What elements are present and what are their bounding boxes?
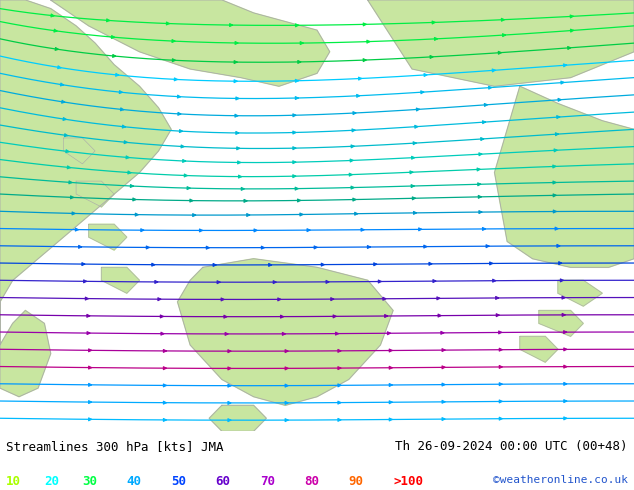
Polygon shape bbox=[209, 405, 266, 431]
Text: ©weatheronline.co.uk: ©weatheronline.co.uk bbox=[493, 475, 628, 485]
Text: 20: 20 bbox=[44, 475, 60, 489]
Text: Th 26-09-2024 00:00 UTC (00+48): Th 26-09-2024 00:00 UTC (00+48) bbox=[395, 440, 628, 453]
Text: 60: 60 bbox=[216, 475, 231, 489]
Text: 50: 50 bbox=[171, 475, 186, 489]
Polygon shape bbox=[0, 302, 51, 397]
Text: 90: 90 bbox=[349, 475, 364, 489]
Polygon shape bbox=[368, 0, 634, 86]
Polygon shape bbox=[539, 311, 583, 336]
Polygon shape bbox=[51, 0, 330, 86]
Text: 10: 10 bbox=[6, 475, 22, 489]
Text: 40: 40 bbox=[127, 475, 142, 489]
Polygon shape bbox=[89, 224, 127, 250]
Text: 30: 30 bbox=[82, 475, 98, 489]
Polygon shape bbox=[178, 259, 393, 405]
Polygon shape bbox=[63, 138, 95, 164]
Text: 80: 80 bbox=[304, 475, 320, 489]
Polygon shape bbox=[0, 0, 171, 302]
Polygon shape bbox=[76, 181, 114, 207]
Text: >100: >100 bbox=[393, 475, 423, 489]
Text: Streamlines 300 hPa [kts] JMA: Streamlines 300 hPa [kts] JMA bbox=[6, 440, 224, 453]
Polygon shape bbox=[520, 336, 558, 362]
Polygon shape bbox=[558, 280, 602, 306]
Polygon shape bbox=[101, 268, 139, 293]
Text: 70: 70 bbox=[260, 475, 275, 489]
Polygon shape bbox=[495, 86, 634, 268]
